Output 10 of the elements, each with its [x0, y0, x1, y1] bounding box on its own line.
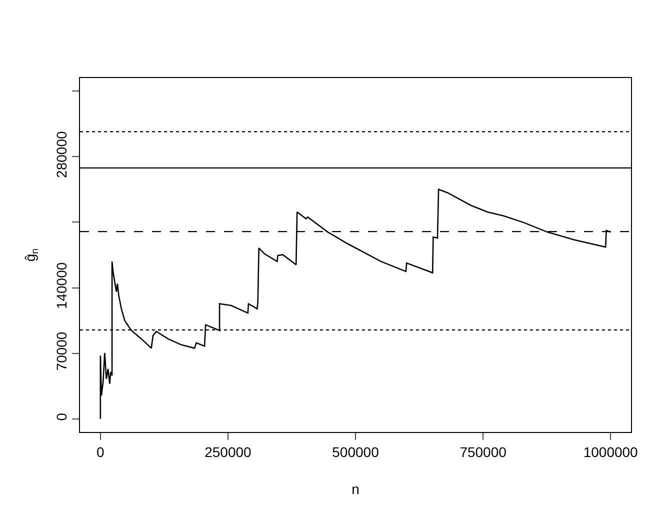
y-tick-label: 140000 [53, 262, 70, 310]
y-tick-label: 70000 [53, 332, 70, 371]
x-tick-label: 500000 [332, 444, 380, 460]
x-tick-label: 0 [96, 444, 105, 460]
y-tick-label: 280000 [53, 131, 70, 178]
y-tick-label: 0 [53, 412, 70, 421]
x-tick-label: 750000 [460, 444, 507, 460]
x-tick-label: 250000 [204, 444, 252, 460]
x-axis-title: n [352, 481, 360, 498]
x-tick-label: 1000000 [583, 444, 638, 460]
